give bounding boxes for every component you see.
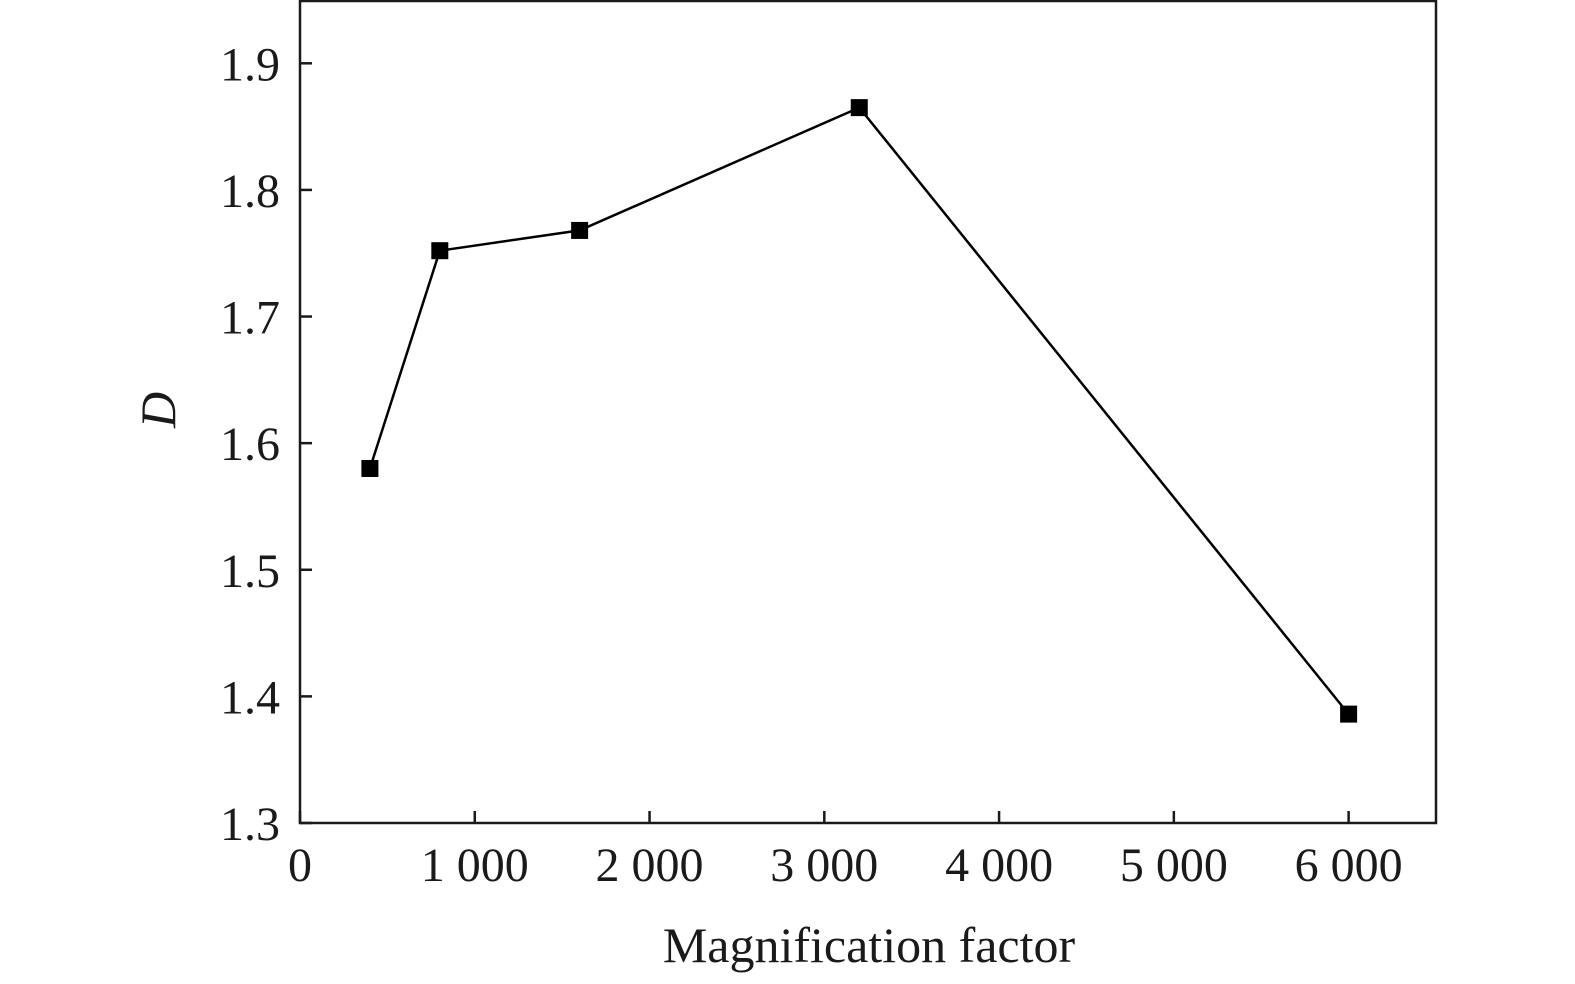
x-tick-label: 0 (288, 839, 312, 892)
x-tick-label: 1 000 (421, 839, 529, 892)
x-tick-label: 3 000 (770, 839, 878, 892)
plot-frame (298, 0, 1438, 825)
y-axis-title: D (130, 392, 186, 429)
data-point-marker (850, 99, 868, 117)
x-tick-label: 4 000 (945, 839, 1053, 892)
data-point-marker (571, 221, 589, 239)
x-tick-label: 5 000 (1120, 839, 1228, 892)
x-tick-label: 6 000 (1295, 839, 1403, 892)
x-axis-ticks: 0 1 000 2 000 3 000 4 000 5 000 6 000 (288, 811, 1403, 892)
y-tick-label: 1.7 (220, 292, 280, 345)
data-point-marker (361, 459, 379, 477)
data-point-marker (1340, 705, 1358, 723)
x-tick-label: 2 000 (596, 839, 704, 892)
y-tick-label: 1.4 (220, 671, 280, 724)
series-layer (361, 99, 1358, 723)
y-tick-label: 1.3 (220, 798, 280, 851)
y-axis-ticks: 1.3 1.4 1.5 1.6 1.7 1.8 1.9 (220, 38, 312, 851)
data-point-marker (431, 242, 449, 260)
series-line (368, 106, 1350, 715)
y-tick-label: 1.6 (220, 418, 280, 471)
y-tick-label: 1.8 (220, 165, 280, 218)
x-axis-title: Magnification factor (663, 917, 1076, 973)
y-tick-label: 1.5 (220, 545, 280, 598)
y-tick-label: 1.9 (220, 38, 280, 91)
